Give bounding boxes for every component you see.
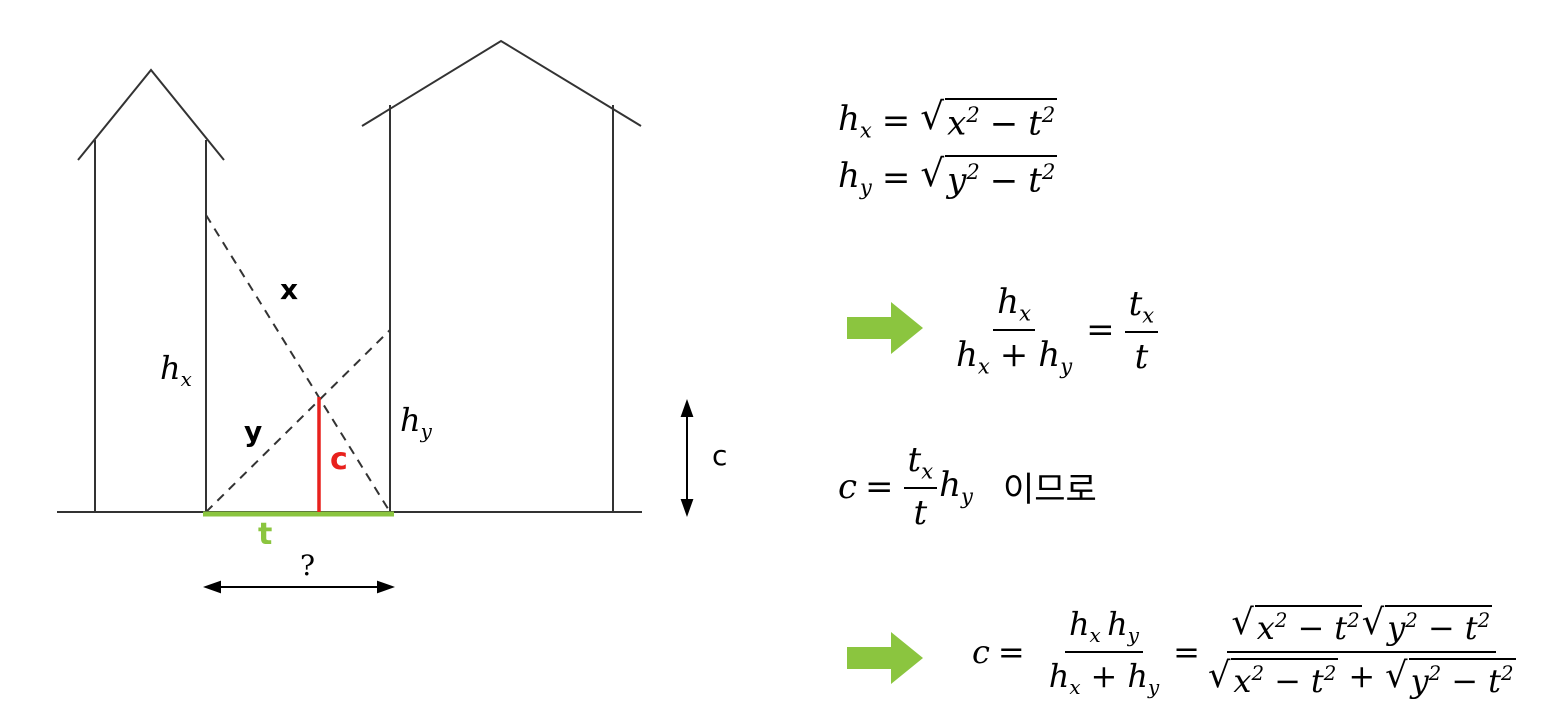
label-hy: hy <box>400 401 432 443</box>
equation-c-final: c = hx hy hx + hy = √ x2− t2 √ y2− t2 √ x2− t2 + √ y… <box>972 602 1516 700</box>
label-x: x <box>280 273 299 306</box>
label-y: y <box>244 415 263 448</box>
ladder-y <box>205 329 391 513</box>
korean-text: 이므로 <box>1002 470 1097 511</box>
width-arrow-right-head <box>377 580 395 594</box>
label-hx: hx <box>160 349 192 391</box>
label-c-side: c <box>712 439 728 472</box>
right-arrow-icon <box>847 302 923 354</box>
width-arrow-left-head <box>203 580 221 594</box>
c-side-arrow-bottom-head <box>680 499 694 517</box>
equation-hx: hx = √ x2− t2 <box>838 94 1058 144</box>
c-side-arrow-top-head <box>680 399 694 417</box>
equation-ratio: hx hx + hy = tx t <box>946 282 1164 379</box>
left-building-roof <box>77 68 225 161</box>
label-c-red: c <box>330 442 348 477</box>
label-question: ? <box>300 549 316 582</box>
right-building-roof <box>361 39 642 127</box>
ladder-x <box>205 214 391 513</box>
right-arrow-icon <box>847 632 923 684</box>
equation-hy: hy = √ y2− t2 <box>838 151 1058 201</box>
label-t-green: t <box>258 517 273 552</box>
equation-c-definition: c = tx t hy 이므로 <box>838 440 1097 534</box>
